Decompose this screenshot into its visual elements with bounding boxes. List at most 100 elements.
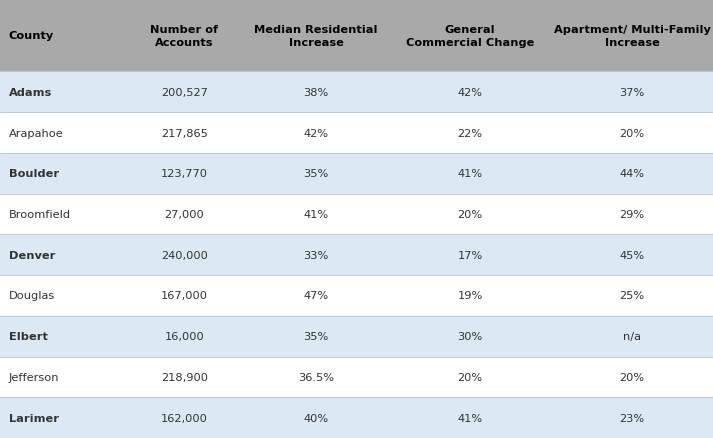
Bar bbox=[389, 397, 551, 438]
Bar bbox=[0, 235, 125, 276]
Text: Adams: Adams bbox=[9, 88, 52, 98]
Text: 16,000: 16,000 bbox=[165, 332, 204, 341]
Bar bbox=[0, 0, 125, 72]
Text: Number of
Accounts: Number of Accounts bbox=[150, 25, 218, 48]
Bar bbox=[0, 194, 125, 235]
Text: 20%: 20% bbox=[620, 372, 645, 382]
Bar bbox=[125, 397, 243, 438]
Text: 38%: 38% bbox=[303, 88, 329, 98]
Bar bbox=[125, 0, 243, 72]
Bar bbox=[125, 357, 243, 397]
Text: 41%: 41% bbox=[457, 413, 483, 423]
Bar bbox=[551, 194, 713, 235]
Text: 20%: 20% bbox=[457, 372, 483, 382]
Bar bbox=[243, 397, 389, 438]
Bar bbox=[0, 357, 125, 397]
Text: Denver: Denver bbox=[9, 250, 55, 260]
Text: Broomfield: Broomfield bbox=[9, 209, 71, 219]
Text: n/a: n/a bbox=[623, 332, 641, 341]
Text: 167,000: 167,000 bbox=[161, 291, 207, 301]
Text: 162,000: 162,000 bbox=[161, 413, 207, 423]
Text: 29%: 29% bbox=[620, 209, 645, 219]
Bar bbox=[389, 235, 551, 276]
Bar bbox=[551, 113, 713, 154]
Text: Median Residential
Increase: Median Residential Increase bbox=[255, 25, 378, 48]
Bar bbox=[551, 154, 713, 194]
Bar bbox=[389, 194, 551, 235]
Bar bbox=[551, 316, 713, 357]
Bar bbox=[243, 235, 389, 276]
Bar bbox=[0, 316, 125, 357]
Text: 123,770: 123,770 bbox=[161, 169, 207, 179]
Bar bbox=[551, 235, 713, 276]
Text: 30%: 30% bbox=[457, 332, 483, 341]
Bar bbox=[551, 397, 713, 438]
Bar bbox=[0, 72, 125, 113]
Bar bbox=[0, 113, 125, 154]
Bar bbox=[551, 357, 713, 397]
Text: Jefferson: Jefferson bbox=[9, 372, 59, 382]
Bar bbox=[243, 113, 389, 154]
Text: Arapahoe: Arapahoe bbox=[9, 128, 63, 138]
Text: 217,865: 217,865 bbox=[161, 128, 207, 138]
Bar bbox=[243, 0, 389, 72]
Bar bbox=[0, 276, 125, 316]
Bar bbox=[389, 276, 551, 316]
Text: 42%: 42% bbox=[458, 88, 483, 98]
Bar bbox=[551, 72, 713, 113]
Text: 37%: 37% bbox=[620, 88, 645, 98]
Text: 23%: 23% bbox=[620, 413, 645, 423]
Text: 35%: 35% bbox=[303, 169, 329, 179]
Bar bbox=[389, 113, 551, 154]
Text: Douglas: Douglas bbox=[9, 291, 55, 301]
Text: General
Commercial Change: General Commercial Change bbox=[406, 25, 534, 48]
Bar bbox=[243, 316, 389, 357]
Text: 44%: 44% bbox=[620, 169, 645, 179]
Text: 20%: 20% bbox=[457, 209, 483, 219]
Text: 27,000: 27,000 bbox=[165, 209, 204, 219]
Text: Apartment/ Multi-Family
Increase: Apartment/ Multi-Family Increase bbox=[553, 25, 710, 48]
Bar bbox=[243, 154, 389, 194]
Bar bbox=[125, 113, 243, 154]
Text: Boulder: Boulder bbox=[9, 169, 58, 179]
Bar bbox=[389, 357, 551, 397]
Bar bbox=[389, 316, 551, 357]
Text: 200,527: 200,527 bbox=[161, 88, 207, 98]
Bar bbox=[389, 154, 551, 194]
Bar bbox=[243, 72, 389, 113]
Text: 36.5%: 36.5% bbox=[298, 372, 334, 382]
Bar bbox=[243, 276, 389, 316]
Bar bbox=[551, 276, 713, 316]
Bar bbox=[389, 72, 551, 113]
Text: 47%: 47% bbox=[304, 291, 329, 301]
Bar bbox=[125, 154, 243, 194]
Text: 25%: 25% bbox=[620, 291, 645, 301]
Bar bbox=[125, 235, 243, 276]
Bar bbox=[0, 397, 125, 438]
Bar bbox=[243, 357, 389, 397]
Text: 218,900: 218,900 bbox=[161, 372, 207, 382]
Text: Elbert: Elbert bbox=[9, 332, 48, 341]
Bar bbox=[389, 0, 551, 72]
Bar bbox=[125, 316, 243, 357]
Text: 240,000: 240,000 bbox=[161, 250, 207, 260]
Bar bbox=[125, 276, 243, 316]
Text: 17%: 17% bbox=[457, 250, 483, 260]
Text: 41%: 41% bbox=[304, 209, 329, 219]
Text: 40%: 40% bbox=[304, 413, 329, 423]
Text: Larimer: Larimer bbox=[9, 413, 58, 423]
Text: 42%: 42% bbox=[304, 128, 329, 138]
Text: 19%: 19% bbox=[457, 291, 483, 301]
Text: 35%: 35% bbox=[303, 332, 329, 341]
Text: County: County bbox=[9, 31, 53, 41]
Bar bbox=[0, 154, 125, 194]
Bar bbox=[243, 194, 389, 235]
Text: 20%: 20% bbox=[620, 128, 645, 138]
Bar bbox=[125, 72, 243, 113]
Bar bbox=[551, 0, 713, 72]
Text: 22%: 22% bbox=[458, 128, 483, 138]
Text: 33%: 33% bbox=[303, 250, 329, 260]
Text: 41%: 41% bbox=[457, 169, 483, 179]
Text: 45%: 45% bbox=[620, 250, 645, 260]
Bar bbox=[125, 194, 243, 235]
